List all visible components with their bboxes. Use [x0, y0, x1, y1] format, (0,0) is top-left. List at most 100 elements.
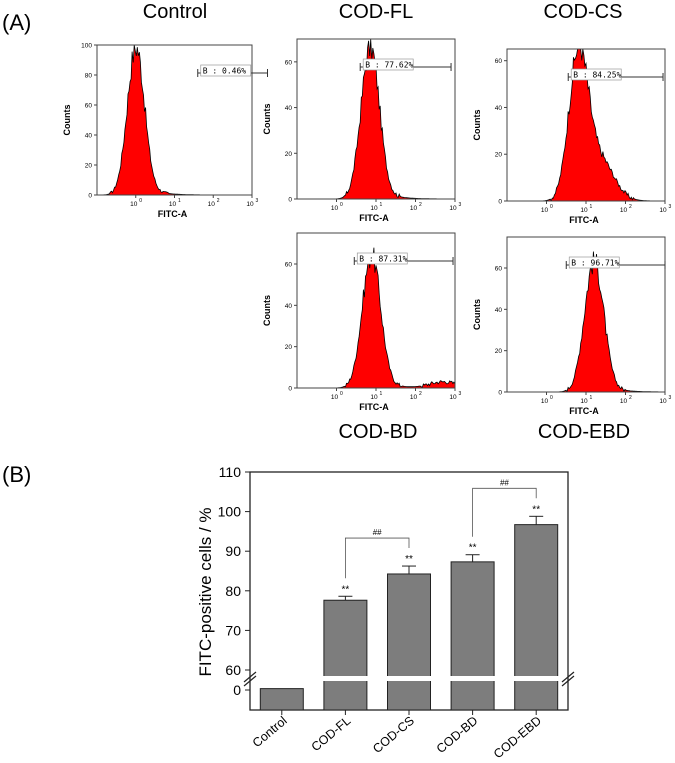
y-tick-label: 60 [495, 266, 503, 273]
x-tick-exponent: 0 [340, 202, 343, 208]
x-tick-label: 10 [370, 205, 378, 212]
x-tick-label: 10 [169, 201, 177, 208]
axis-break-band [251, 676, 567, 681]
x-tick-exponent: 2 [629, 204, 632, 210]
panel-title-control: Control [143, 1, 207, 23]
x-tick-label: 10 [449, 205, 457, 212]
y-tick-label: 0 [498, 199, 502, 206]
panel-title-cod-bd: COD-BD [339, 421, 418, 443]
bar-cod-cs [387, 573, 431, 711]
y-tick-label: 0 [88, 193, 92, 200]
significance-bracket: ## [472, 478, 537, 537]
x-tick-label: 10 [130, 201, 138, 208]
y-tick-label: 40 [495, 105, 503, 112]
x-tick-label: 10 [331, 205, 339, 212]
y-tick-label: 60 [225, 662, 241, 678]
significance-marker: ** [342, 584, 350, 595]
bracket-line [472, 487, 537, 537]
x-tick-exponent: 0 [550, 395, 553, 401]
x-tick-exponent: 1 [590, 204, 593, 210]
y-tick-label: 20 [285, 344, 293, 351]
x-tick-label: 10 [208, 201, 216, 208]
y-tick-label: 0 [288, 386, 292, 393]
x-tick-label: Control [250, 714, 290, 751]
y-tick-label: 80 [225, 583, 241, 599]
x-axis-label: FITC-A [158, 209, 188, 219]
gate-label: B : 77.62% [365, 61, 413, 70]
panel-b-label: (B) [2, 462, 31, 487]
gate-label: B : 96.71% [571, 259, 619, 268]
y-axis-label: Counts [262, 104, 272, 135]
y-tick-label: 0 [233, 682, 241, 698]
x-tick-label: 10 [659, 398, 667, 405]
panel-title-cod-ebd: COD-EBD [538, 421, 630, 443]
axis-break-mark [561, 671, 575, 683]
x-tick-label: 10 [620, 398, 628, 405]
x-tick-label: 10 [410, 205, 418, 212]
x-tick-exponent: 1 [380, 391, 383, 397]
x-tick-exponent: 0 [139, 198, 142, 204]
y-tick-label: 20 [285, 151, 293, 158]
x-tick-label: 10 [331, 394, 339, 401]
gate-label-box [568, 256, 620, 269]
x-axis-label: FITC-A [569, 215, 599, 225]
axis-break-mark [561, 675, 575, 687]
histogram-fill [507, 251, 666, 393]
y-tick-label: 20 [495, 348, 503, 355]
y-tick-label: 60 [285, 59, 293, 66]
bar-cod-fl [323, 599, 368, 711]
x-tick-label: 10 [246, 201, 254, 208]
x-tick-exponent: 0 [340, 391, 343, 397]
histogram-fill [297, 247, 456, 389]
y-tick-label: 40 [285, 303, 293, 310]
y-tick-label: 100 [81, 43, 92, 50]
x-tick-exponent: 0 [550, 204, 553, 210]
y-tick-label: 110 [219, 464, 242, 480]
significance-marker: ** [405, 554, 413, 565]
axis-break-mark [243, 675, 257, 687]
x-tick-exponent: 3 [256, 198, 259, 204]
x-tick-label: 10 [620, 207, 628, 214]
gate-label-box [570, 68, 622, 81]
y-axis-label: Counts [472, 110, 482, 141]
bar-cod-bd [450, 561, 495, 711]
x-tick-label: COD-EBD [491, 714, 544, 762]
x-tick-exponent: 2 [419, 391, 422, 397]
panel-title-cod-fl: COD-FL [339, 1, 413, 23]
significance-marker: ** [532, 504, 540, 515]
gate-label-box [200, 64, 252, 77]
x-axis-label: FITC-A [569, 406, 599, 416]
y-axis-label: Counts [262, 295, 272, 326]
panel-title-cod-cs: COD-CS [544, 1, 623, 23]
y-tick-label: 0 [498, 390, 502, 397]
x-tick-exponent: 1 [178, 198, 181, 204]
bracket-label: ## [500, 478, 509, 487]
x-tick-exponent: 2 [629, 395, 632, 401]
y-tick-label: 60 [285, 262, 293, 269]
y-tick-label: 60 [85, 103, 93, 110]
gate-label-box [356, 252, 408, 265]
x-tick-label: COD-FL [309, 714, 354, 755]
y-tick-label: 20 [495, 152, 503, 159]
gate-label-box [362, 58, 414, 71]
y-axis-label: Counts [62, 105, 72, 136]
gate-label: B : 0.46% [203, 67, 247, 76]
significance-marker: ** [469, 543, 477, 554]
x-tick-label: 10 [580, 398, 588, 405]
x-tick-exponent: 1 [590, 395, 593, 401]
x-axis-label: FITC-A [359, 402, 389, 412]
y-tick-label: 90 [225, 543, 241, 559]
bar-cod-ebd [514, 524, 559, 711]
y-tick-label: 20 [85, 163, 93, 170]
y-tick-label: 40 [495, 307, 503, 314]
y-tick-label: 100 [218, 504, 242, 520]
x-tick-label: 10 [370, 394, 378, 401]
x-tick-exponent: 3 [459, 202, 462, 208]
y-tick-label: 40 [285, 105, 293, 112]
axis-break-mark [243, 671, 257, 683]
